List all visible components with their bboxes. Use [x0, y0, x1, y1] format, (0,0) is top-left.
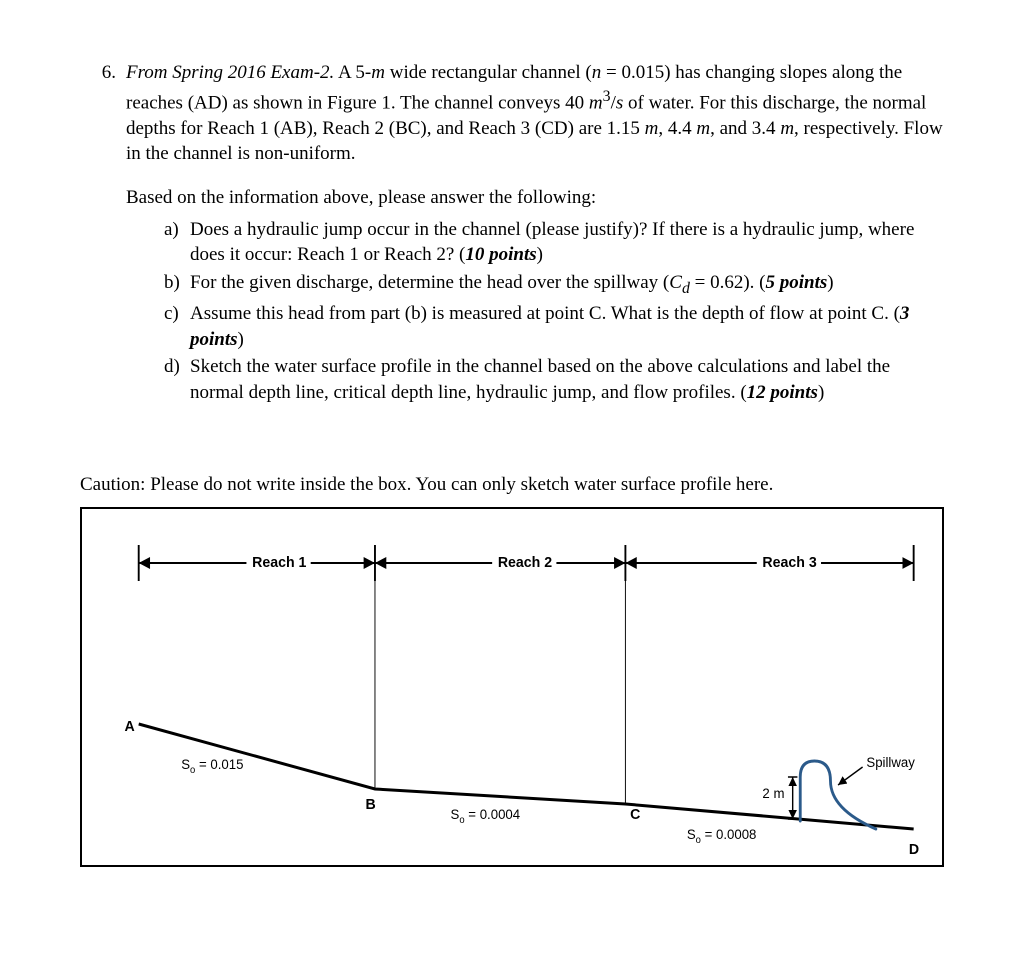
- svg-text:Reach 2: Reach 2: [498, 555, 552, 571]
- svg-text:B: B: [366, 797, 376, 813]
- part-letter: a): [164, 217, 190, 268]
- part-letter: b): [164, 270, 190, 299]
- svg-text:A: A: [125, 719, 136, 735]
- svg-text:Reach 3: Reach 3: [762, 555, 816, 571]
- part-text: Does a hydraulic jump occur in the chann…: [190, 217, 944, 268]
- question-block: 6. From Spring 2016 Exam-2. A 5-m wide r…: [80, 60, 944, 408]
- svg-text:So = 0.0008: So = 0.0008: [687, 827, 757, 846]
- part-letter: c): [164, 301, 190, 352]
- part-text: Assume this head from part (b) is measur…: [190, 301, 944, 352]
- question-body: From Spring 2016 Exam-2. A 5-m wide rect…: [126, 60, 944, 408]
- question-intro: From Spring 2016 Exam-2. A 5-m wide rect…: [126, 60, 944, 167]
- part-text: Sketch the water surface profile in the …: [190, 354, 944, 405]
- part-text: For the given discharge, determine the h…: [190, 270, 944, 299]
- part-item: c)Assume this head from part (b) is meas…: [164, 301, 944, 352]
- svg-text:So = 0.0004: So = 0.0004: [451, 807, 521, 826]
- svg-text:D: D: [909, 842, 919, 858]
- svg-text:Reach 1: Reach 1: [252, 555, 306, 571]
- part-item: b)For the given discharge, determine the…: [164, 270, 944, 299]
- part-item: d)Sketch the water surface profile in th…: [164, 354, 944, 405]
- part-item: a)Does a hydraulic jump occur in the cha…: [164, 217, 944, 268]
- question-number: 6.: [80, 60, 126, 408]
- diagram-box: Reach 1 Reach 2 Reach 3 A B C D So = 0.015 So = …: [80, 507, 944, 867]
- svg-text:Spillway: Spillway: [866, 755, 915, 770]
- svg-text:C: C: [630, 807, 641, 823]
- part-letter: d): [164, 354, 190, 405]
- channel-diagram: Reach 1 Reach 2 Reach 3 A B C D So = 0.015 So = …: [82, 509, 942, 865]
- caution-text: Caution: Please do not write inside the …: [80, 472, 944, 498]
- parts-list: a)Does a hydraulic jump occur in the cha…: [126, 217, 944, 406]
- question-lead: Based on the information above, please a…: [126, 185, 944, 211]
- svg-text:2 m: 2 m: [762, 786, 784, 801]
- svg-text:So = 0.015: So = 0.015: [181, 757, 243, 776]
